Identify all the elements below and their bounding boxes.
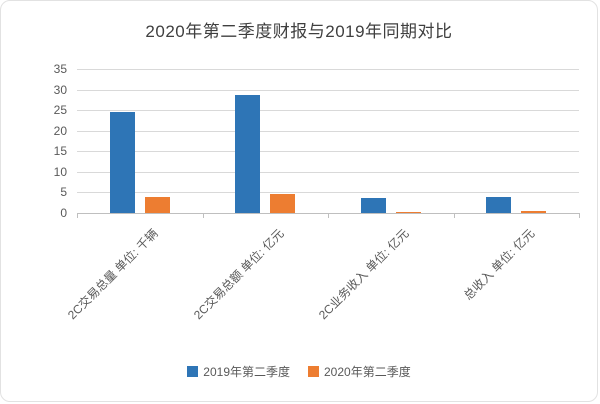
legend-label: 2019年第二季度 [203,365,290,379]
legend-item: 2019年第二季度 [187,363,290,380]
legend-swatch [308,366,319,377]
y-axis-tick-label: 15 [53,144,67,158]
legend: 2019年第二季度 2020年第二季度 [1,363,597,380]
y-axis-tick-label: 5 [60,185,67,199]
y-axis-tick-label: 25 [53,103,67,117]
x-axis-tick [579,213,580,218]
y-axis-tick-label: 30 [53,83,67,97]
x-axis-label: 2C交易总额 单位: 亿元 [190,226,287,323]
bar-2020年第二季度 [521,211,546,213]
y-axis-tick-label: 10 [53,165,67,179]
bar-2020年第二季度 [396,212,421,213]
legend-swatch [187,366,199,377]
gridline [77,192,579,193]
legend-item: 2020年第二季度 [308,363,411,380]
legend-label: 2020年第二季度 [324,365,411,379]
x-axis-tick [203,213,204,218]
x-axis-tick [454,213,455,218]
bar-2020年第二季度 [145,197,170,213]
x-axis-tick [328,213,329,218]
gridline [77,131,579,132]
y-axis-tick-label: 0 [60,206,67,220]
gridline [77,151,579,152]
x-axis-label: 总收入 单位: 亿元 [461,226,538,303]
x-axis-tick [77,213,78,218]
gridline [77,90,579,91]
chart-title: 2020年第二季度财报与2019年同期对比 [145,22,453,41]
bar-2019年第二季度 [235,95,260,213]
gridline [77,172,579,173]
gridline [77,110,579,111]
bar-2019年第二季度 [486,197,511,213]
bar-2019年第二季度 [361,198,386,213]
x-axis-label: 2C业务收入 单位: 亿元 [316,226,413,323]
y-axis-tick-label: 35 [53,62,67,76]
x-axis-label: 2C交易总量 单位: 千辆 [65,226,162,323]
gridline [77,69,579,70]
y-axis-tick-label: 20 [53,124,67,138]
bar-2020年第二季度 [270,194,295,213]
bar-2019年第二季度 [110,112,135,213]
